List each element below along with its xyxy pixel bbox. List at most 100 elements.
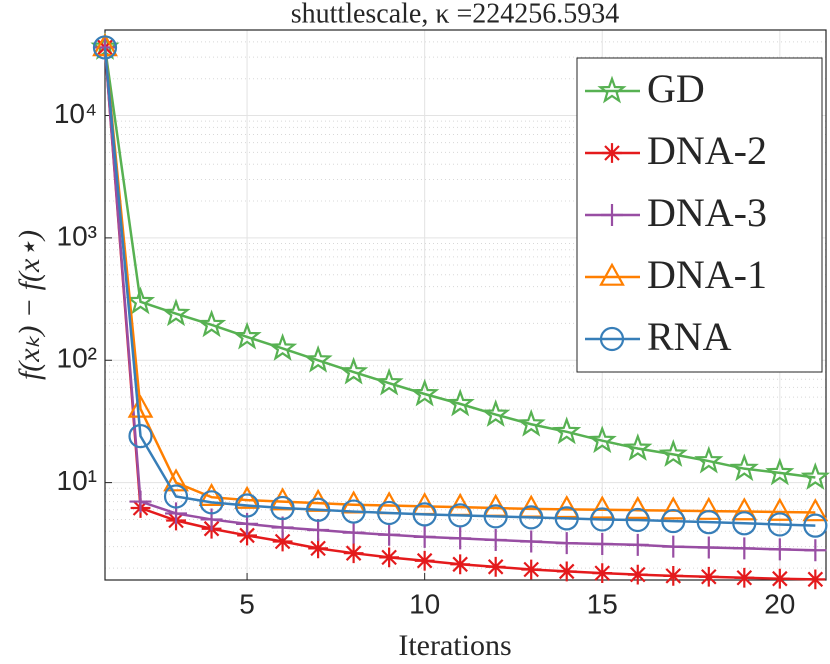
data-marker <box>92 35 118 60</box>
legend-label: DNA-2 <box>647 128 767 173</box>
y-tick-label: 10⁴ <box>54 98 97 129</box>
data-marker <box>200 508 223 531</box>
data-marker <box>660 496 687 520</box>
x-tick-label: 20 <box>764 588 795 619</box>
data-marker <box>695 496 722 520</box>
data-marker <box>163 484 189 509</box>
data-marker <box>306 497 331 522</box>
data-marker <box>374 367 404 396</box>
data-marker <box>698 566 719 587</box>
data-marker <box>697 536 720 559</box>
data-marker <box>521 559 542 580</box>
data-marker <box>483 504 508 529</box>
data-marker <box>734 567 755 588</box>
data-marker <box>163 468 189 492</box>
data-marker <box>658 439 688 467</box>
data-marker <box>694 445 724 474</box>
data-marker <box>234 485 260 509</box>
data-marker <box>129 490 152 513</box>
legend-marker <box>597 75 627 104</box>
legend-label: RNA <box>647 314 732 359</box>
y-tick-label: 10¹ <box>57 465 97 496</box>
data-marker <box>343 543 364 564</box>
data-marker <box>378 523 401 546</box>
data-marker <box>128 424 153 449</box>
legend-marker <box>602 143 622 163</box>
data-marker <box>661 509 686 534</box>
data-marker <box>627 564 648 585</box>
y-tick-label: 10² <box>57 343 97 374</box>
data-marker <box>662 535 685 558</box>
data-marker <box>804 539 827 562</box>
data-marker <box>732 511 757 536</box>
data-marker <box>272 531 293 552</box>
data-marker <box>554 506 579 531</box>
data-marker <box>413 525 436 548</box>
data-marker <box>555 532 578 555</box>
data-marker <box>165 502 188 525</box>
data-marker <box>731 497 758 521</box>
plot-frame <box>104 29 827 581</box>
data-marker <box>623 433 653 461</box>
data-marker <box>625 507 650 533</box>
data-marker <box>519 505 544 530</box>
data-marker <box>271 516 294 539</box>
data-marker <box>481 399 511 427</box>
data-marker <box>663 565 684 586</box>
data-marker <box>803 513 828 538</box>
data-marker <box>696 510 721 535</box>
data-marker <box>199 490 224 515</box>
data-marker <box>196 309 227 338</box>
legend-label: GD <box>647 66 705 111</box>
data-marker <box>448 503 473 528</box>
data-marker <box>769 568 790 589</box>
data-marker <box>767 512 792 537</box>
series-line <box>103 47 816 514</box>
data-marker <box>267 333 298 361</box>
data-marker <box>516 408 546 437</box>
y-tick-label: 10³ <box>57 220 97 251</box>
legend-marker <box>599 262 625 286</box>
data-marker <box>125 286 156 315</box>
data-marker <box>409 378 440 407</box>
y-axis-label: f(xₖ) − f(x⋆) <box>13 230 46 380</box>
data-marker <box>270 495 295 521</box>
data-marker <box>553 494 580 519</box>
x-tick-label: 10 <box>409 588 440 619</box>
legend-label: DNA-3 <box>647 190 767 235</box>
data-marker <box>800 462 830 490</box>
data-marker <box>198 482 225 506</box>
data-marker <box>342 521 365 544</box>
legend: GD DNA-2 DNA-3 DNA-1 RNA <box>576 57 823 373</box>
data-marker <box>232 321 262 350</box>
data-marker <box>587 425 617 454</box>
data-marker <box>485 556 506 577</box>
data-marker <box>590 507 615 532</box>
data-marker <box>556 561 577 582</box>
data-marker <box>802 498 829 522</box>
data-marker <box>445 388 475 417</box>
data-marker <box>626 533 649 556</box>
data-marker <box>624 495 651 520</box>
data-marker <box>341 499 366 524</box>
x-axis-label: Iterations <box>398 629 511 662</box>
data-marker <box>450 554 471 575</box>
data-marker <box>303 344 333 373</box>
data-marker <box>592 563 613 584</box>
chart-title: shuttlescale, κ =224256.5934 <box>291 0 620 29</box>
x-tick-label: 5 <box>239 588 255 619</box>
data-marker <box>377 500 402 525</box>
data-marker <box>484 528 507 551</box>
data-marker <box>589 495 616 519</box>
data-marker <box>307 518 330 541</box>
data-marker <box>591 533 614 556</box>
data-marker <box>127 394 154 418</box>
data-marker <box>237 525 257 546</box>
legend-label: DNA-1 <box>647 252 767 297</box>
data-marker <box>379 547 400 568</box>
legend-marker <box>601 204 623 226</box>
data-marker <box>449 527 472 550</box>
data-marker <box>729 453 759 482</box>
data-marker <box>338 356 369 385</box>
